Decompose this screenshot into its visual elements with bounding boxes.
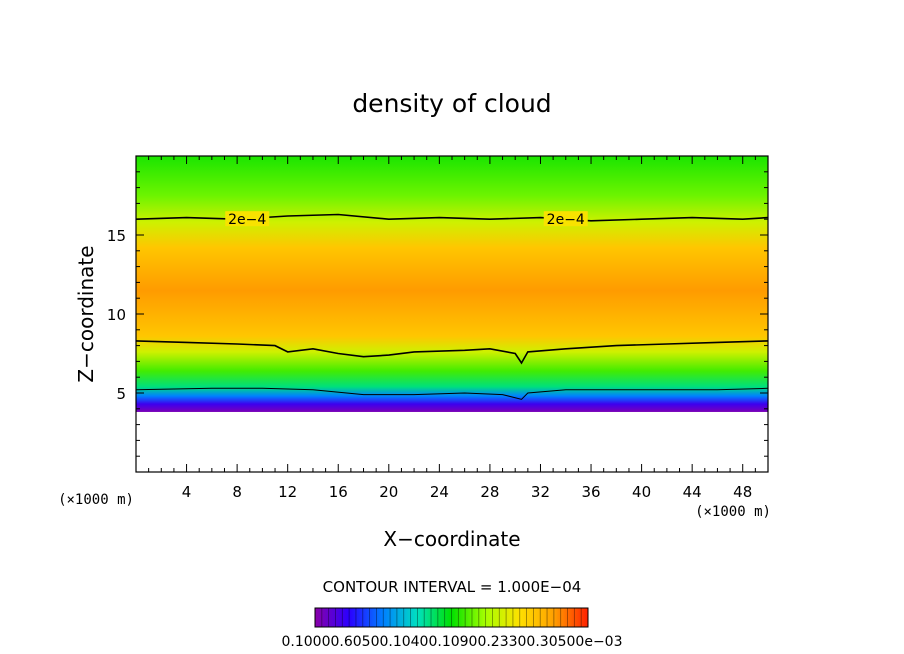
x-axis-ticks: 4 8 12 16 20 24 28 32 36 40 44 48: [148, 156, 756, 501]
x-unit-left: (×1000 m): [58, 492, 134, 508]
x-axis-label: X−coordinate: [383, 527, 520, 551]
x-tick-label: 20: [379, 483, 398, 501]
y-tick-label: 5: [116, 385, 126, 403]
plot-area: 2e−4 2e−4: [136, 156, 768, 412]
x-tick-label: 44: [683, 483, 702, 501]
density-field: [136, 156, 768, 412]
y-axis-label: Z−coordinate: [74, 245, 98, 382]
contour-label-bg: [225, 211, 270, 227]
x-tick-label: 8: [232, 483, 242, 501]
x-tick-label: 12: [278, 483, 297, 501]
x-unit-right: (×1000 m): [695, 504, 771, 520]
contour-label: 2e−4: [228, 212, 266, 228]
contour-line: [136, 340, 768, 365]
y-axis-ticks: 5 10 15: [107, 171, 768, 457]
x-tick-label: 36: [581, 483, 600, 501]
chart-title: density of cloud: [352, 89, 551, 118]
colorbar-ticks: [314, 608, 589, 627]
x-tick-label: 40: [632, 483, 651, 501]
x-tick-label: 16: [329, 483, 348, 501]
colorbar: [314, 607, 589, 628]
x-tick-label: 24: [430, 483, 449, 501]
x-tick-label: 48: [733, 483, 752, 501]
x-tick-label: 28: [480, 483, 499, 501]
contour-layer: 2e−4 2e−4: [136, 211, 768, 400]
contour-line: [136, 387, 768, 400]
contour-label-bg: [543, 211, 588, 227]
x-tick-label: 32: [531, 483, 550, 501]
y-tick-label: 15: [107, 227, 126, 245]
colorbar-labels: 0.10000.60500.10400.10900.23300.30500e−0…: [282, 634, 623, 650]
contour-interval-label: CONTOUR INTERVAL = 1.000E−04: [323, 578, 582, 596]
x-tick-label: 4: [182, 483, 192, 501]
y-tick-label: 10: [107, 306, 126, 324]
contour-label: 2e−4: [547, 212, 585, 228]
